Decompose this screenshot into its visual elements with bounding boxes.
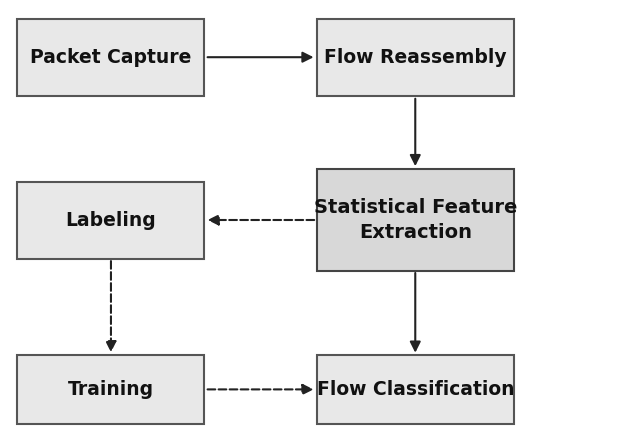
FancyBboxPatch shape bbox=[317, 18, 514, 96]
Text: Flow Reassembly: Flow Reassembly bbox=[324, 48, 507, 67]
Text: Packet Capture: Packet Capture bbox=[30, 48, 191, 67]
Text: Labeling: Labeling bbox=[65, 210, 157, 230]
Text: Training: Training bbox=[68, 380, 154, 399]
Text: Flow Classification: Flow Classification bbox=[316, 380, 514, 399]
FancyBboxPatch shape bbox=[17, 356, 204, 423]
Text: Statistical Feature
Extraction: Statistical Feature Extraction bbox=[314, 198, 517, 242]
FancyBboxPatch shape bbox=[17, 181, 204, 259]
FancyBboxPatch shape bbox=[317, 356, 514, 423]
FancyBboxPatch shape bbox=[17, 18, 204, 96]
FancyBboxPatch shape bbox=[317, 169, 514, 271]
